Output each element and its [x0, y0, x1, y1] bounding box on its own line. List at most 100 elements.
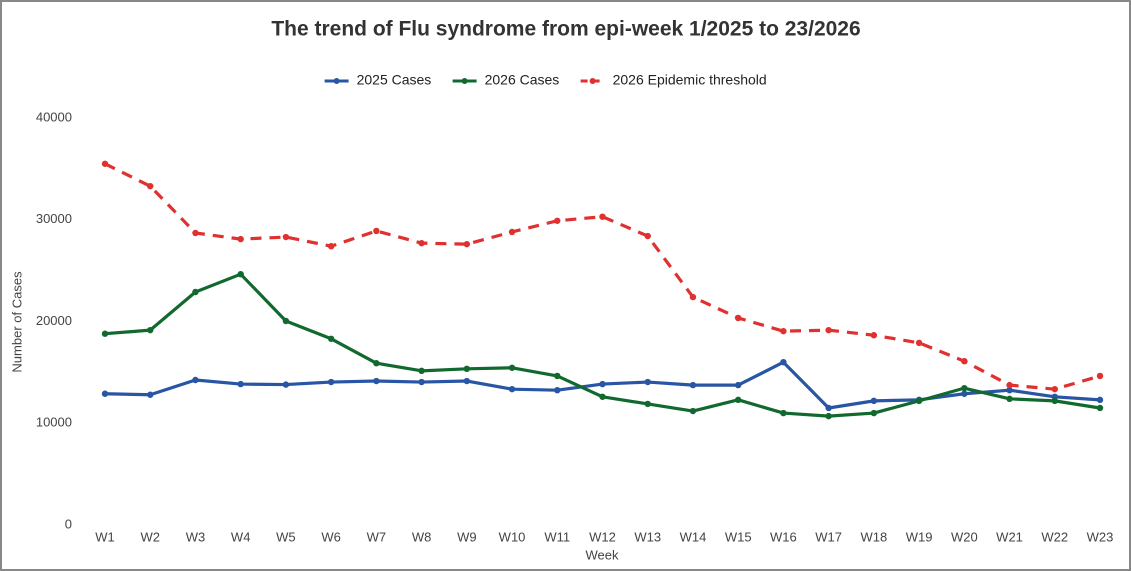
data-point [147, 182, 154, 190]
data-point [282, 317, 290, 325]
data-point [554, 386, 561, 394]
data-point [644, 232, 651, 240]
data-point [237, 235, 244, 243]
x-tick-label: W5 [276, 529, 296, 544]
legend-label: 2026 Cases [485, 72, 560, 88]
legend-marker [589, 78, 596, 84]
data-point [554, 217, 561, 224]
data-point [373, 360, 380, 367]
legend-marker [333, 78, 340, 84]
data-point [825, 326, 832, 334]
data-point [508, 364, 516, 371]
chart-title: The trend of Flu syndrome from epi-week … [271, 18, 860, 41]
data-point [961, 384, 968, 392]
data-point [508, 228, 516, 236]
data-point [1096, 404, 1104, 412]
data-point [237, 380, 244, 388]
data-point [825, 412, 832, 420]
data-point [689, 293, 697, 301]
data-point [327, 243, 335, 250]
x-tick-label: W17 [815, 529, 842, 544]
x-tick-label: W1 [95, 529, 115, 544]
data-point [463, 240, 471, 248]
legend-label: 2026 Epidemic threshold [613, 72, 767, 88]
y-axis-label: Number of Cases [9, 271, 24, 373]
data-point [689, 407, 697, 415]
x-tick-label: W19 [906, 529, 933, 544]
legend-label: 2025 Cases [357, 72, 432, 88]
x-tick-label: W7 [367, 529, 387, 544]
data-point [734, 314, 742, 322]
data-point [192, 229, 199, 237]
data-point [192, 376, 199, 384]
x-tick-label: W23 [1087, 529, 1114, 544]
data-point [780, 359, 787, 366]
data-point [825, 404, 832, 412]
data-point [689, 381, 697, 389]
x-tick-label: W15 [725, 529, 752, 544]
data-point [644, 400, 651, 408]
data-point [101, 330, 109, 337]
data-point [915, 397, 923, 405]
series-line [104, 162, 1101, 391]
data-point [147, 391, 154, 398]
data-point [373, 377, 380, 385]
legend-marker [461, 78, 468, 84]
x-tick-label: W13 [634, 529, 661, 544]
data-point [1096, 396, 1104, 404]
data-point [373, 227, 380, 235]
data-point [599, 213, 606, 220]
data-point [418, 378, 425, 386]
y-tick-label: 20000 [36, 313, 72, 328]
data-point [961, 390, 968, 397]
x-tick-label: W6 [321, 529, 341, 544]
x-tick-label: W10 [499, 529, 526, 544]
data-point [780, 409, 787, 417]
data-point [915, 339, 923, 347]
data-point [870, 397, 878, 405]
x-tick-label: W9 [457, 529, 477, 544]
data-point [101, 160, 109, 167]
x-tick-label: W18 [860, 529, 887, 544]
data-point [734, 396, 742, 404]
data-point [237, 270, 244, 278]
data-point [554, 372, 561, 380]
data-point [418, 239, 425, 247]
data-point [1051, 385, 1058, 393]
data-point [961, 357, 968, 365]
data-point [1006, 395, 1013, 403]
data-point [599, 393, 606, 400]
data-point [101, 390, 109, 397]
x-tick-label: W3 [186, 529, 206, 544]
x-tick-label: W2 [140, 529, 160, 544]
data-point [599, 380, 606, 388]
x-tick-label: W4 [231, 529, 251, 544]
data-point [192, 288, 199, 296]
data-point [1051, 397, 1058, 405]
data-point [870, 409, 878, 417]
data-point [508, 385, 516, 393]
x-tick-label: W14 [680, 529, 707, 544]
data-point [1006, 381, 1013, 389]
x-tick-label: W21 [996, 529, 1023, 544]
data-point [780, 327, 787, 335]
x-tick-label: W11 [544, 529, 570, 544]
x-tick-label: W12 [589, 529, 616, 544]
data-point [418, 367, 425, 375]
x-tick-label: W22 [1041, 529, 1068, 544]
data-point [282, 233, 290, 241]
data-point [147, 326, 154, 334]
data-point [327, 378, 335, 386]
y-tick-label: 10000 [36, 415, 72, 430]
x-axis-label: Week [586, 547, 619, 562]
x-tick-label: W8 [412, 529, 432, 544]
x-tick-label: W16 [770, 529, 797, 544]
data-point [1096, 372, 1104, 380]
data-point [870, 332, 878, 339]
y-tick-label: 40000 [36, 109, 72, 124]
data-point [327, 335, 335, 342]
data-point [644, 378, 651, 386]
data-point [734, 381, 742, 389]
